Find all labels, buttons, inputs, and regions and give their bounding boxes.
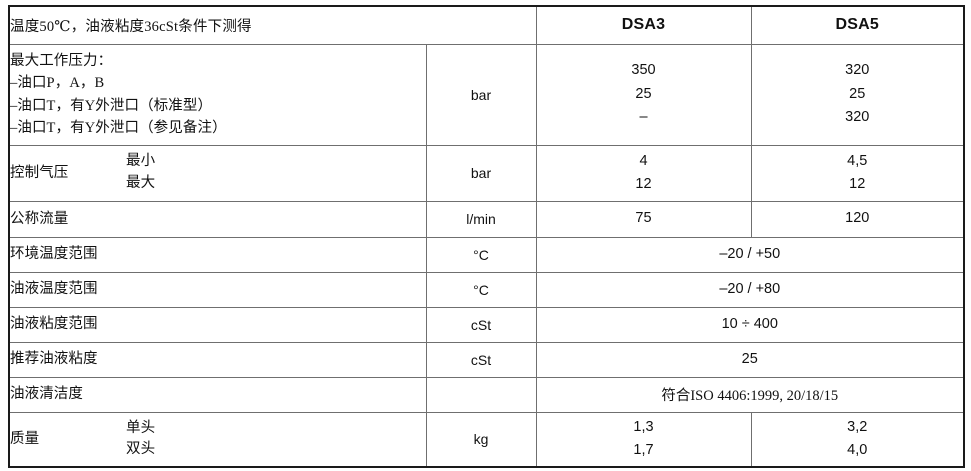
technical-specification-table: 温度50℃，油液粘度36cSt条件下测得 DSA3 DSA5 最大工作压力： –… (8, 5, 965, 468)
row-value-dsa3-pilot-air-pressure: 4 12 (535, 144, 752, 202)
row-label-recommended-oil-viscosity: 推荐油液粘度 (8, 341, 427, 378)
row-value-merged-recommended-oil-viscosity: 25 (535, 341, 965, 378)
label-line: –油口T，有Y外泄口（标准型） (10, 97, 213, 114)
value-line: 4 (639, 152, 648, 169)
row-value-merged-oil-cleanliness: 符合ISO 4406:1999, 20/18/15 (535, 376, 965, 413)
value-line: – (639, 109, 648, 126)
table-row: 油液粘度范围 cSt 10 ÷ 400 (8, 306, 965, 343)
row-label-ambient-temperature-range: 环境温度范围 (8, 236, 427, 273)
row-unit-oil-cleanliness (425, 376, 537, 413)
sub-label: 单头 (126, 419, 156, 436)
row-unit-mass: kg (425, 411, 537, 468)
sub-label-group: 最小 最大 (126, 151, 155, 195)
label-line: –油口T，有Y外泄口（参见备注） (10, 119, 227, 136)
column-header-dsa3: DSA3 (535, 5, 752, 45)
table-row: 质量 单头 双头 kg 1,3 1,7 3,2 4,0 (8, 411, 965, 468)
label-text: 质量 (10, 431, 40, 448)
sub-label-group: 单头 双头 (126, 418, 155, 462)
row-value-dsa5-nominal-flow: 120 (750, 200, 965, 238)
row-unit-oil-temperature-range: °C (425, 271, 537, 308)
sub-label: 最小 (126, 153, 156, 170)
row-label-oil-temperature-range: 油液温度范围 (8, 271, 427, 308)
row-unit-recommended-oil-viscosity: cSt (425, 341, 537, 378)
value-line: 12 (635, 176, 652, 192)
value-line: 350 (631, 62, 656, 79)
row-label-oil-cleanliness: 油液清洁度 (8, 376, 427, 413)
sub-label: 最大 (126, 175, 156, 191)
value-line: 320 (845, 62, 870, 79)
value-line: 4,5 (847, 152, 868, 169)
row-value-dsa3-max-working-pressure: 350 25 – (535, 43, 752, 146)
row-unit-max-working-pressure: bar (425, 43, 537, 146)
label-line: 最大工作压力： (10, 52, 113, 69)
value-line: 320 (845, 109, 870, 126)
row-value-merged-oil-temperature-range: –20 / +80 (535, 271, 965, 308)
table-row: 油液清洁度 符合ISO 4406:1999, 20/18/15 (8, 376, 965, 413)
value-line: 3,2 (847, 418, 868, 435)
row-value-merged-ambient-temperature-range: –20 / +50 (535, 236, 965, 273)
row-label-mass: 质量 单头 双头 (8, 411, 427, 468)
value-line: 1,3 (633, 418, 654, 435)
table-row: 控制气压 最小 最大 bar 4 12 4,5 12 (8, 144, 965, 202)
value-line: 12 (849, 176, 866, 192)
row-label-pilot-air-pressure: 控制气压 最小 最大 (8, 144, 427, 202)
row-label-nominal-flow: 公称流量 (8, 200, 427, 238)
row-unit-ambient-temperature-range: °C (425, 236, 537, 273)
row-value-dsa5-pilot-air-pressure: 4,5 12 (750, 144, 965, 202)
value-line: 4,0 (847, 442, 868, 459)
column-header-dsa5: DSA5 (750, 5, 965, 45)
table-header-row: 温度50℃，油液粘度36cSt条件下测得 DSA3 DSA5 (8, 5, 965, 45)
label-line: –油口P，A，B (10, 75, 105, 92)
row-unit-nominal-flow: l/min (425, 200, 537, 238)
row-label-max-working-pressure: 最大工作压力： –油口P，A，B –油口T，有Y外泄口（标准型） –油口T，有Y… (8, 43, 427, 146)
row-unit-pilot-air-pressure: bar (425, 144, 537, 202)
table-row: 推荐油液粘度 cSt 25 (8, 341, 965, 378)
table-row: 公称流量 l/min 75 120 (8, 200, 965, 238)
row-label-oil-viscosity-range: 油液粘度范围 (8, 306, 427, 343)
label-text: 控制气压 (10, 164, 69, 181)
value-line: 25 (849, 85, 866, 102)
row-value-dsa5-max-working-pressure: 320 25 320 (750, 43, 965, 146)
row-value-merged-oil-viscosity-range: 10 ÷ 400 (535, 306, 965, 343)
row-unit-oil-viscosity-range: cSt (425, 306, 537, 343)
value-line: 25 (635, 85, 652, 102)
table-row: 最大工作压力： –油口P，A，B –油口T，有Y外泄口（标准型） –油口T，有Y… (8, 43, 965, 146)
value-line: 1,7 (633, 442, 654, 459)
sub-label: 双头 (126, 441, 156, 458)
row-value-dsa3-nominal-flow: 75 (535, 200, 752, 238)
table-row: 油液温度范围 °C –20 / +80 (8, 271, 965, 308)
measurement-condition-note: 温度50℃，油液粘度36cSt条件下测得 (8, 5, 537, 45)
row-value-dsa5-mass: 3,2 4,0 (750, 411, 965, 468)
row-value-dsa3-mass: 1,3 1,7 (535, 411, 752, 468)
table-row: 环境温度范围 °C –20 / +50 (8, 236, 965, 273)
